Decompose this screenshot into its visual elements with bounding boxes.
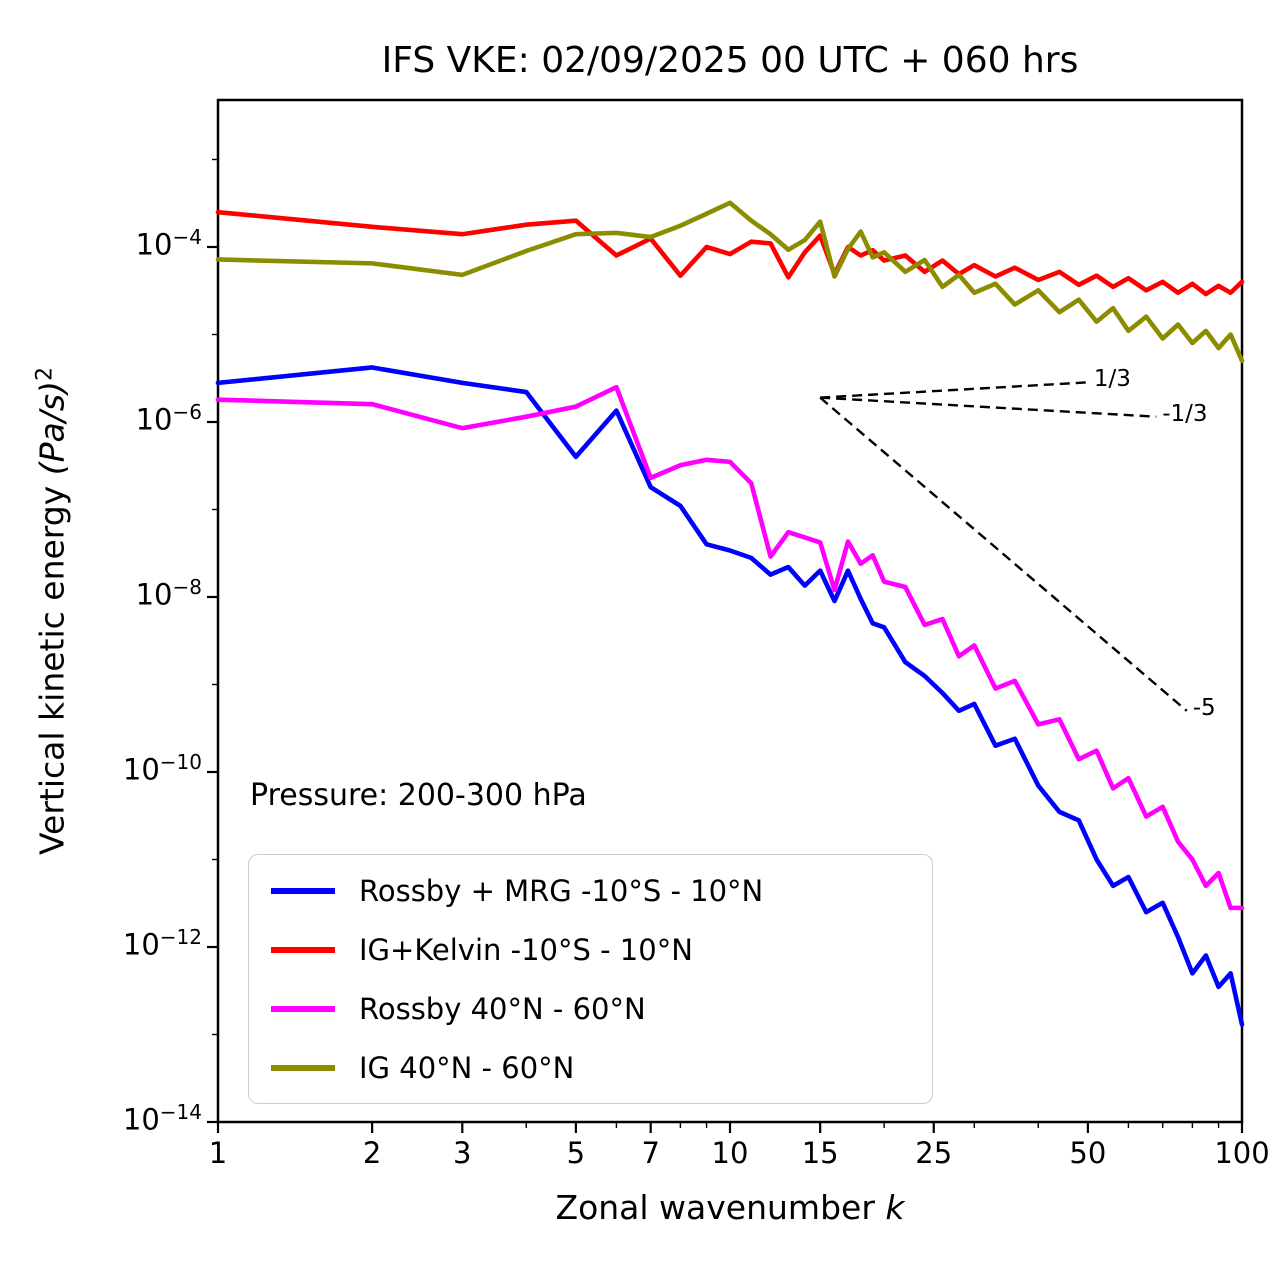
y-tick-exponent: −10 [159, 750, 202, 774]
y-tick-label: 10−8 [135, 575, 202, 612]
reference-label--5: -5 [1192, 694, 1216, 721]
legend-label-1: IG+Kelvin -10°S - 10°N [359, 932, 693, 967]
legend-label-0: Rossby + MRG -10°S - 10°N [359, 873, 764, 908]
x-tick-label: 50 [1069, 1136, 1107, 1170]
series-line-rossby-mrg-tropics [215, 365, 1245, 1027]
x-tick-label: 1 [208, 1136, 228, 1170]
chart-title: IFS VKE: 02/09/2025 00 UTC + 060 hrs [381, 40, 1079, 81]
x-axis-label: Zonal wavenumber k [218, 1188, 1242, 1227]
x-tick-label: 100 [1214, 1136, 1270, 1170]
legend-entry-1: IG+Kelvin -10°S - 10°N [249, 933, 932, 967]
reference-line--5 [819, 396, 1188, 712]
y-tick-label: 10−10 [122, 750, 202, 787]
x-tick-label: 5 [566, 1136, 586, 1170]
legend-swatch-3 [271, 1064, 335, 1071]
y-tick-exponent: −6 [172, 400, 202, 424]
y-tick-exponent: −14 [159, 1100, 202, 1124]
series-line-ig-midlat [215, 200, 1245, 364]
legend-swatch-2 [271, 1005, 335, 1012]
legend-entry-0: Rossby + MRG -10°S - 10°N [249, 874, 932, 908]
x-tick-label: 10 [711, 1136, 749, 1170]
x-tick-label: 3 [453, 1136, 472, 1170]
x-tick-label: 7 [641, 1136, 660, 1170]
y-tick-exponent: −8 [172, 575, 202, 599]
y-axis-label-exponent: 2 [32, 367, 58, 382]
legend: Rossby + MRG -10°S - 10°N IG+Kelvin -10°S… [248, 854, 933, 1104]
x-tick-label: 25 [915, 1136, 953, 1170]
reference-label--1-3: -1/3 [1162, 400, 1208, 427]
legend-label-2: Rossby 40°N - 60°N [359, 991, 646, 1026]
reference-line--1-3 [820, 396, 1157, 418]
y-tick-label: 10−12 [122, 925, 202, 962]
legend-label-3: IG 40°N - 60°N [359, 1050, 575, 1085]
pressure-annotation: Pressure: 200-300 hPa [250, 778, 587, 813]
legend-entry-2: Rossby 40°N - 60°N [249, 992, 932, 1026]
reference-line-1-3 [820, 381, 1088, 399]
x-tick-label: 2 [362, 1136, 382, 1170]
x-axis-label-symbol: k [885, 1188, 905, 1227]
y-tick-label: 10−14 [122, 1100, 202, 1137]
legend-swatch-1 [271, 946, 335, 953]
y-tick-label: 10−6 [135, 400, 202, 437]
reference-label-1-3: 1/3 [1093, 366, 1131, 393]
y-tick-label: 10−4 [135, 225, 202, 262]
legend-swatch-0 [271, 887, 335, 894]
series-line-ig-kelvin-tropics [215, 209, 1245, 297]
y-tick-exponent: −12 [159, 925, 202, 949]
legend-entry-3: IG 40°N - 60°N [249, 1051, 932, 1085]
series-line-rossby-midlat [215, 384, 1245, 911]
y-tick-exponent: −4 [172, 225, 202, 249]
x-tick-label: 15 [801, 1136, 839, 1170]
y-axis-label-text: Vertical kinetic energy [32, 475, 72, 855]
x-axis-label-text: Zonal wavenumber [555, 1188, 886, 1227]
